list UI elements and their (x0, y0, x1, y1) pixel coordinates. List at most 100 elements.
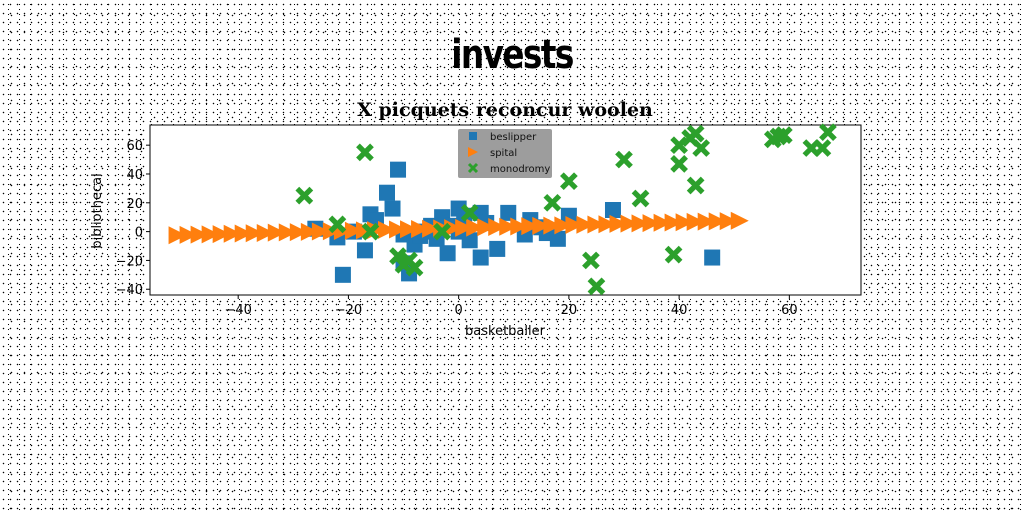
x-tick-label: 20 (561, 303, 578, 318)
spital-point (532, 216, 551, 235)
monodromy-point (670, 136, 688, 155)
beslipper-point (489, 240, 506, 257)
spital-point (642, 214, 661, 233)
y-tick-label: 60 (126, 139, 143, 154)
spital-point (719, 212, 738, 231)
beslipper-point (390, 161, 407, 178)
beslipper-point (384, 200, 401, 217)
y-tick-label: −40 (116, 283, 143, 298)
monodromy-point (587, 277, 606, 296)
beslipper-point (604, 202, 621, 218)
beslipper-point (461, 232, 478, 249)
axis-ticks: −40 −20 0 20 40 60 −40 −20 0 20 40 60 (116, 139, 798, 318)
spital-point (234, 224, 253, 243)
spital-point (565, 216, 584, 235)
spital-point (311, 222, 330, 241)
monodromy-point (692, 139, 711, 157)
data-marks (168, 123, 837, 296)
spital-point (477, 218, 496, 237)
spital-point (587, 215, 606, 234)
legend-label: spital (490, 148, 517, 159)
spital-point (400, 220, 419, 239)
spital-point (510, 217, 529, 236)
x-tick-label: 60 (781, 303, 798, 318)
spital-point (664, 213, 683, 232)
spital-point (499, 217, 518, 236)
x-tick-label: 40 (671, 303, 688, 318)
spital-point (620, 214, 639, 233)
spital-point (179, 225, 198, 244)
spital-point (730, 211, 749, 230)
spital-point (708, 212, 727, 231)
legend: beslipper spital monodromy (458, 129, 552, 178)
beslipper-point (439, 245, 456, 262)
beslipper-point (356, 242, 373, 259)
beslipper-point (549, 230, 566, 247)
spital-point (378, 220, 396, 239)
monodromy-point (433, 222, 451, 241)
legend-box (458, 129, 552, 178)
spital-point (631, 214, 650, 233)
spital-point (300, 222, 319, 241)
spital-point (653, 213, 672, 232)
legend-label: beslipper (490, 132, 537, 143)
monodromy-point (328, 215, 347, 234)
monodromy-point (615, 150, 633, 169)
spital-point (212, 225, 231, 244)
spital-point (355, 221, 374, 240)
spital-point (686, 212, 705, 231)
monodromy-point (295, 186, 314, 205)
spital-point (278, 223, 297, 242)
spital-point (344, 221, 363, 240)
y-tick-label: 0 (135, 226, 143, 241)
spital-point (697, 212, 716, 231)
spital-point (389, 220, 408, 239)
spital-point (543, 216, 562, 235)
x-tick-label: −40 (224, 303, 251, 318)
legend-beslipper-marker (469, 132, 477, 140)
beslipper-point (334, 266, 351, 283)
spital-point (675, 213, 694, 232)
spital-point (223, 224, 242, 243)
spital-point (289, 223, 308, 242)
legend-monodromy-marker (467, 162, 479, 174)
spital-point (267, 223, 286, 242)
page-heading: invests (451, 32, 574, 78)
x-tick-label: 0 (455, 303, 463, 318)
spital-point (576, 215, 595, 234)
y-axis-label: bibliothecal (90, 173, 105, 248)
legend-label: monodromy (490, 164, 550, 175)
y-tick-label: −20 (116, 254, 143, 269)
beslipper-point (379, 184, 395, 201)
monodromy-point (686, 124, 705, 143)
beslipper-point (500, 204, 517, 221)
monodromy-point (819, 123, 837, 142)
spital-point (201, 225, 220, 244)
spital-point (411, 219, 430, 238)
x-axis-label: basketballer (465, 324, 546, 339)
monodromy-point (813, 139, 832, 157)
monodromy-point (361, 222, 380, 241)
spital-point (256, 223, 275, 242)
spital-point (488, 218, 507, 237)
spital-point (609, 214, 628, 233)
spital-point (598, 215, 617, 234)
spital-point (521, 217, 540, 236)
spital-point (444, 219, 463, 238)
monodromy-point (543, 193, 562, 212)
spital-point (422, 219, 441, 238)
monodromy-point (774, 126, 793, 144)
monodromy-point (664, 245, 683, 264)
y-tick-label: 40 (126, 168, 143, 183)
spital-point (190, 225, 209, 244)
monodromy-point (670, 155, 688, 173)
monodromy-point (405, 258, 424, 277)
x-tick-label: −20 (335, 303, 362, 318)
monodromy-point (356, 143, 374, 162)
monodromy-point (560, 172, 578, 191)
monodromy-point (582, 251, 600, 270)
spital-point (245, 224, 264, 243)
chart-title: X picquets reconcur woolen (357, 99, 653, 121)
beslipper-point (472, 249, 489, 266)
